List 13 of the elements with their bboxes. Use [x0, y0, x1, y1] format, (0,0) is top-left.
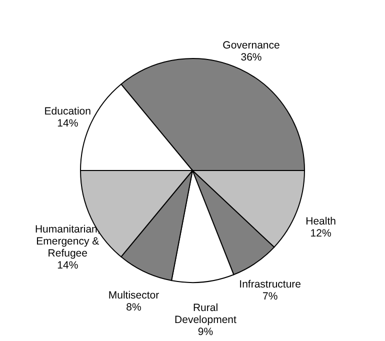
data-label: 14%	[57, 118, 78, 130]
slice-label: Rural Development	[174, 302, 236, 326]
data-label: 8%	[126, 301, 142, 314]
slice-label: Health	[306, 215, 336, 228]
slice-label: Infrastructure	[239, 278, 302, 291]
data-label: 9%	[198, 326, 214, 338]
slice-label: Education	[44, 106, 92, 118]
data-label: 7%	[262, 290, 278, 303]
slice-label: Multisector	[108, 289, 160, 302]
slice-label: Governance	[222, 40, 280, 52]
data-label: 12%	[310, 227, 332, 240]
data-label: 14%	[57, 259, 78, 272]
data-label: 36%	[240, 52, 262, 64]
